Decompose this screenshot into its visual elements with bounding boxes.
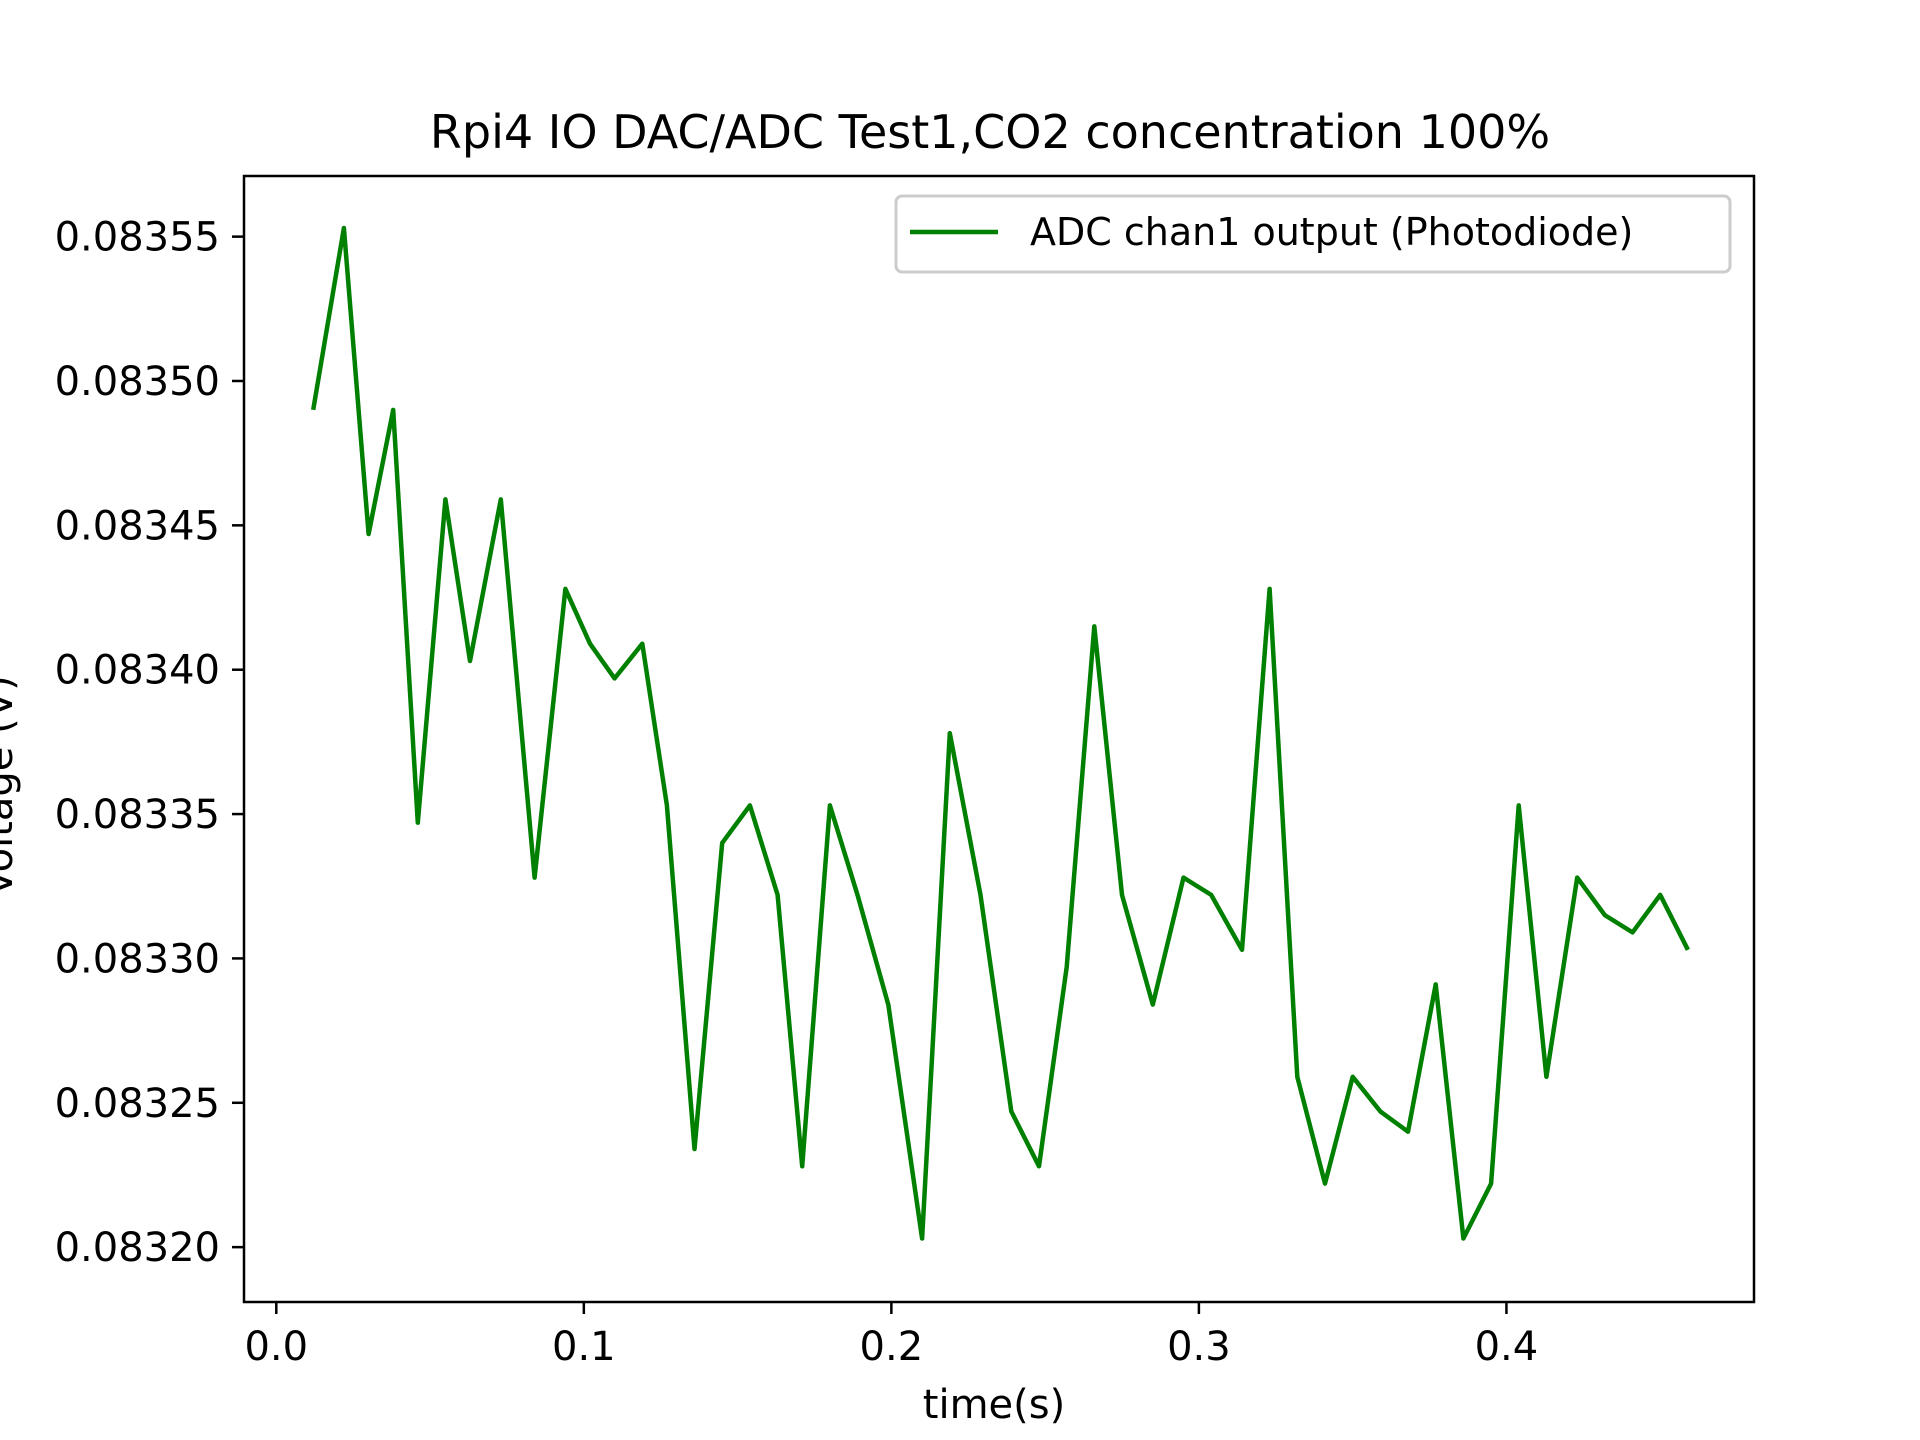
x-axis-label: time(s) — [923, 1382, 1065, 1428]
y-tick-label: 0.08330 — [55, 936, 220, 982]
y-tick-label: 0.08345 — [55, 503, 220, 549]
y-tick-label: 0.08340 — [55, 648, 220, 694]
series-line-0 — [310, 225, 1690, 1241]
x-tick-label: 0.0 — [244, 1324, 308, 1370]
legend-label: ADC chan1 output (Photodiode) — [1030, 210, 1633, 254]
y-axis-label: Voltage (V) — [0, 675, 22, 896]
chart-title: Rpi4 IO DAC/ADC Test1,CO2 concentration … — [430, 105, 1550, 159]
axes-frame — [242, 174, 1756, 1304]
x-tick-label: 0.4 — [1475, 1324, 1539, 1370]
x-tick-label: 0.2 — [860, 1324, 924, 1370]
y-tick-label: 0.08320 — [55, 1225, 220, 1271]
y-tick-label: 0.08350 — [55, 359, 220, 405]
plot-area: 0.0 0.1 0.2 0.3 0.4 0.08320 0.08325 0.08330 0.08… — [55, 174, 1756, 1370]
y-tick-label: 0.08355 — [55, 215, 220, 261]
x-tick-label: 0.1 — [552, 1324, 616, 1370]
legend: ADC chan1 output (Photodiode) — [894, 194, 1732, 274]
x-tick-label: 0.3 — [1167, 1324, 1231, 1370]
y-tick-label: 0.08325 — [55, 1081, 220, 1127]
legend-box — [894, 194, 1732, 274]
y-tick-label: 0.08335 — [55, 792, 220, 838]
